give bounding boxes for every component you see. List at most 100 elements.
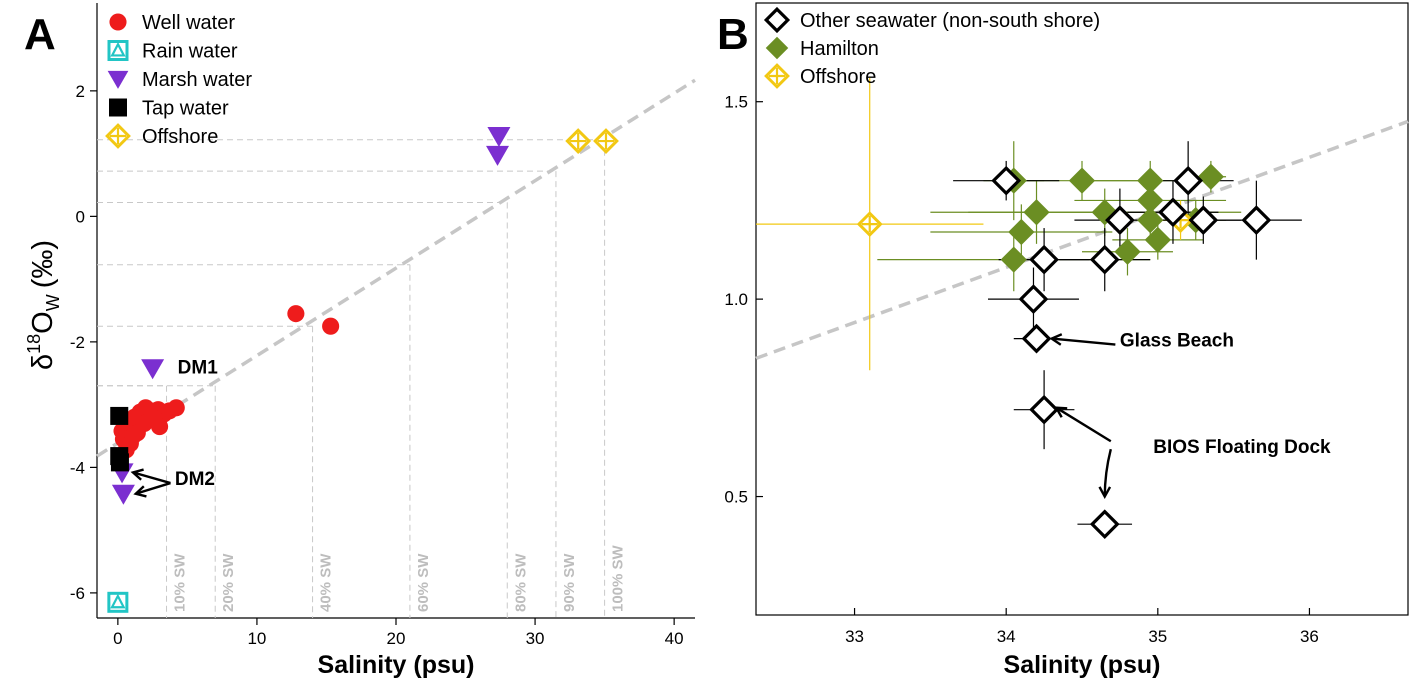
point-hamilton-shape (1068, 167, 1096, 194)
legend-marker-well-water (109, 13, 127, 31)
point-marsh-water-shape (111, 484, 135, 505)
point-well-water-shape (322, 317, 340, 335)
point-hamilton (1137, 207, 1164, 234)
x-tick-label-a: 40 (665, 629, 684, 648)
point-well-water (124, 427, 142, 445)
point-hamilton-shape (1000, 246, 1027, 273)
point-other-seawater-non-south-shore (1158, 197, 1188, 228)
point-hamilton (1137, 187, 1164, 214)
arrow-glass-beach (1051, 337, 1116, 346)
point-other-seawater-non-south-shore (1018, 284, 1049, 314)
x-tick-label-a: 30 (526, 629, 545, 648)
sw-label-40-sw: 40% SW (318, 553, 335, 612)
legend-marker-rain-water (107, 40, 129, 61)
legend-marker-well-water-shape (109, 13, 127, 31)
point-other-seawater-non-south-shore (1089, 509, 1120, 540)
panel-b-annotations: Glass Beach BIOS Floating Dock (1049, 331, 1331, 500)
point-well-water-shape (124, 427, 142, 445)
panel-b-label: B (717, 10, 749, 59)
point-marsh-water (141, 359, 165, 380)
point-hamilton (1068, 167, 1096, 194)
panel-b-x-label: Salinity (psu) (1004, 651, 1161, 679)
legend-label-other-seawater-non-south-shore: Other seawater (non-south shore) (800, 10, 1100, 32)
panel-b-frame (755, 2, 1409, 616)
annotation-dm2: DM2 (175, 469, 215, 490)
arrow-bios-up-head (1054, 406, 1068, 418)
y-tick-label-a: -6 (70, 584, 85, 603)
legend-marker-hamilton (765, 36, 789, 60)
sw-label-60-sw: 60% SW (415, 553, 432, 612)
point-tap-water-shape (110, 453, 129, 472)
sw-label-20-sw: 20% SW (220, 553, 237, 612)
point-other-seawater-non-south-shore-shape (1018, 284, 1049, 314)
point-other-seawater-non-south-shore (1105, 205, 1135, 236)
point-other-seawater-non-south-shore-shape (1089, 509, 1120, 540)
point-other-seawater-non-south-shore (1173, 165, 1204, 196)
y-tick-label-a: -4 (70, 458, 85, 477)
panel-b-legend: Other seawater (non-south shore) Hamilton… (763, 6, 1100, 89)
point-well-water (167, 399, 185, 417)
point-marsh-water-shape (141, 359, 165, 380)
point-offshore (856, 211, 883, 238)
point-rain-water-inner (110, 593, 126, 609)
x-tick-label-a: 10 (247, 629, 266, 648)
panel-b-points (756, 78, 1302, 540)
point-hamilton-shape (1114, 238, 1141, 265)
arrow-bios-down (1103, 448, 1112, 497)
point-hamilton (1023, 199, 1050, 226)
legend-marker-tap-water-shape (109, 98, 127, 117)
point-tap-water (110, 453, 129, 472)
mixing-line-a (96, 78, 696, 458)
x-tick-label-b: 33 (845, 627, 864, 646)
sw-label-90-sw: 90% SW (561, 553, 578, 612)
point-hamilton-shape (1137, 187, 1164, 214)
point-other-seawater-non-south-shore (1021, 323, 1052, 354)
point-well-water (151, 418, 169, 436)
annotation-bios-floating-dock: BIOS Floating Dock (1153, 437, 1331, 458)
point-other-seawater-non-south-shore (1241, 205, 1272, 236)
point-well-water-shape (287, 305, 305, 323)
legend-label-tap-water: Tap water (142, 98, 229, 120)
legend-marker-offshore (105, 123, 131, 149)
panel-a: 10% SW 20% SW 40% SW 60% SW 80% SW 90% SW 100%… (24, 3, 696, 679)
dm2-arrowhead-1 (133, 485, 147, 498)
mixing-line-b (755, 119, 1409, 360)
point-hamilton-shape (1144, 226, 1171, 254)
legend-marker-offshore (764, 63, 790, 89)
point-hamilton (1000, 246, 1027, 273)
point-hamilton (1144, 226, 1171, 254)
legend-marker-hamilton-shape (765, 36, 789, 60)
point-offshore (565, 128, 592, 154)
y-tick-label-a: 0 (76, 207, 85, 226)
point-other-seawater-non-south-shore (991, 165, 1022, 196)
panel-b-mixing-line (755, 119, 1409, 360)
point-other-seawater-non-south-shore-shape (1188, 205, 1219, 236)
point-other-seawater-non-south-shore-shape (991, 165, 1022, 196)
panel-a-x-label: Salinity (psu) (318, 651, 475, 679)
panel-a-mixing-line (96, 78, 696, 458)
point-offshore (593, 128, 619, 154)
sw-label-10-sw: 10% SW (172, 553, 189, 612)
panel-a-annotations: DM1 DM2 (130, 357, 218, 498)
arrow-bios-up (1055, 406, 1112, 443)
point-well-water-shape (151, 418, 169, 436)
legend-marker-rain-water-inner (110, 41, 126, 57)
panel-a-sw-guides: 10% SW 20% SW 40% SW 60% SW 80% SW 90% SW 100%… (97, 139, 627, 618)
legend-label-rain-water: Rain water (142, 41, 238, 63)
point-well-water (287, 305, 305, 323)
point-hamilton (1008, 218, 1035, 246)
point-other-seawater-non-south-shore-shape (1173, 165, 1204, 196)
point-marsh-water (486, 145, 510, 166)
sw-label-80-sw: 80% SW (512, 553, 529, 612)
point-rain-water (107, 591, 129, 613)
point-other-seawater-non-south-shore-shape (1158, 197, 1188, 228)
point-hamilton-shape (1137, 207, 1164, 234)
legend-label-marsh-water: Marsh water (142, 69, 252, 91)
arrow-bios-down-head (1098, 486, 1112, 500)
point-other-seawater-non-south-shore-shape (1089, 244, 1120, 275)
y-tick-label-b: 1.0 (724, 290, 748, 309)
panel-a-ticks: 0 10 20 30 40 -6 -4 -2 0 2 (70, 82, 684, 648)
point-marsh-water-shape (486, 145, 510, 166)
point-marsh-water (487, 127, 511, 148)
